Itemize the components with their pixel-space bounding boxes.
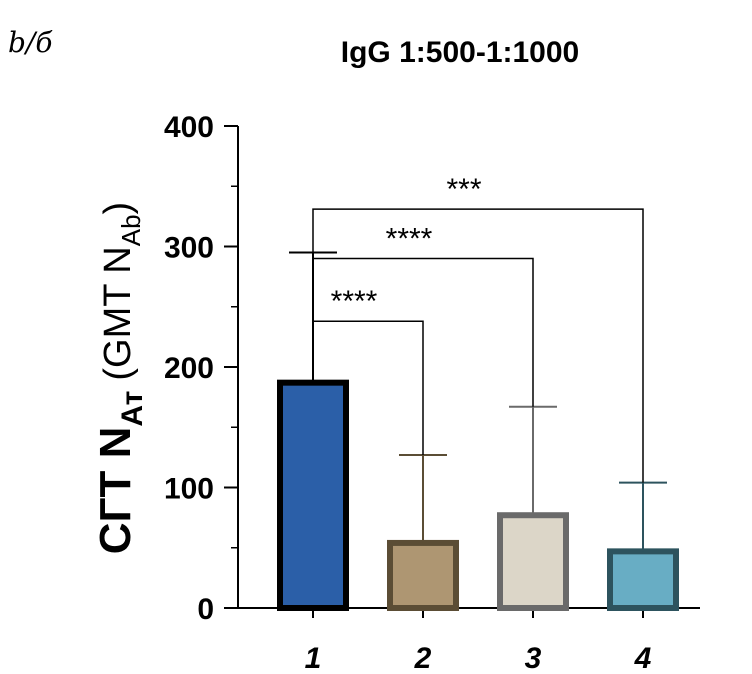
significance-brackets: *********** [312, 173, 644, 483]
significance-label-1-2: **** [331, 285, 378, 318]
x-tick-labels: 1 2 3 4 [305, 642, 652, 674]
svg-text:СГТ NАт(GMT NAb): СГТ NАт (GMT NAb) [91, 202, 149, 554]
bar-1 [277, 379, 349, 612]
x-tick-label: 2 [414, 642, 432, 674]
significance-label-1-3: **** [386, 223, 433, 256]
y-tick-label: 200 [164, 352, 214, 385]
y-axis-label-paren-close: ) [97, 202, 139, 215]
significance-label-1-4: *** [446, 173, 481, 206]
bar-4 [607, 548, 679, 611]
chart-title: IgG 1:500-1:1000 [341, 36, 579, 69]
y-axis-label: СГТ NАт (GMT NAb) [91, 202, 149, 554]
y-tick-label: 100 [164, 473, 214, 506]
y-axis-label-paren: (GMT N [97, 246, 139, 380]
significance-bracket-1-4 [312, 208, 644, 483]
y-axis-label-main-sub: Ат [116, 391, 149, 427]
x-tick-label: 1 [305, 642, 322, 674]
bar-2 [387, 539, 459, 611]
bars [277, 379, 679, 612]
x-tick-label: 4 [634, 642, 652, 674]
y-axis-label-paren-sub: Ab [116, 214, 146, 246]
x-tick-label: 3 [525, 642, 542, 674]
y-axis-label-main: СГТ N [91, 427, 140, 555]
panel-label: b/б [8, 26, 53, 59]
bar-3 [497, 512, 569, 612]
y-tick-label: 300 [164, 232, 214, 265]
y-tick-label: 0 [197, 593, 214, 626]
y-tick-label: 400 [164, 111, 214, 144]
